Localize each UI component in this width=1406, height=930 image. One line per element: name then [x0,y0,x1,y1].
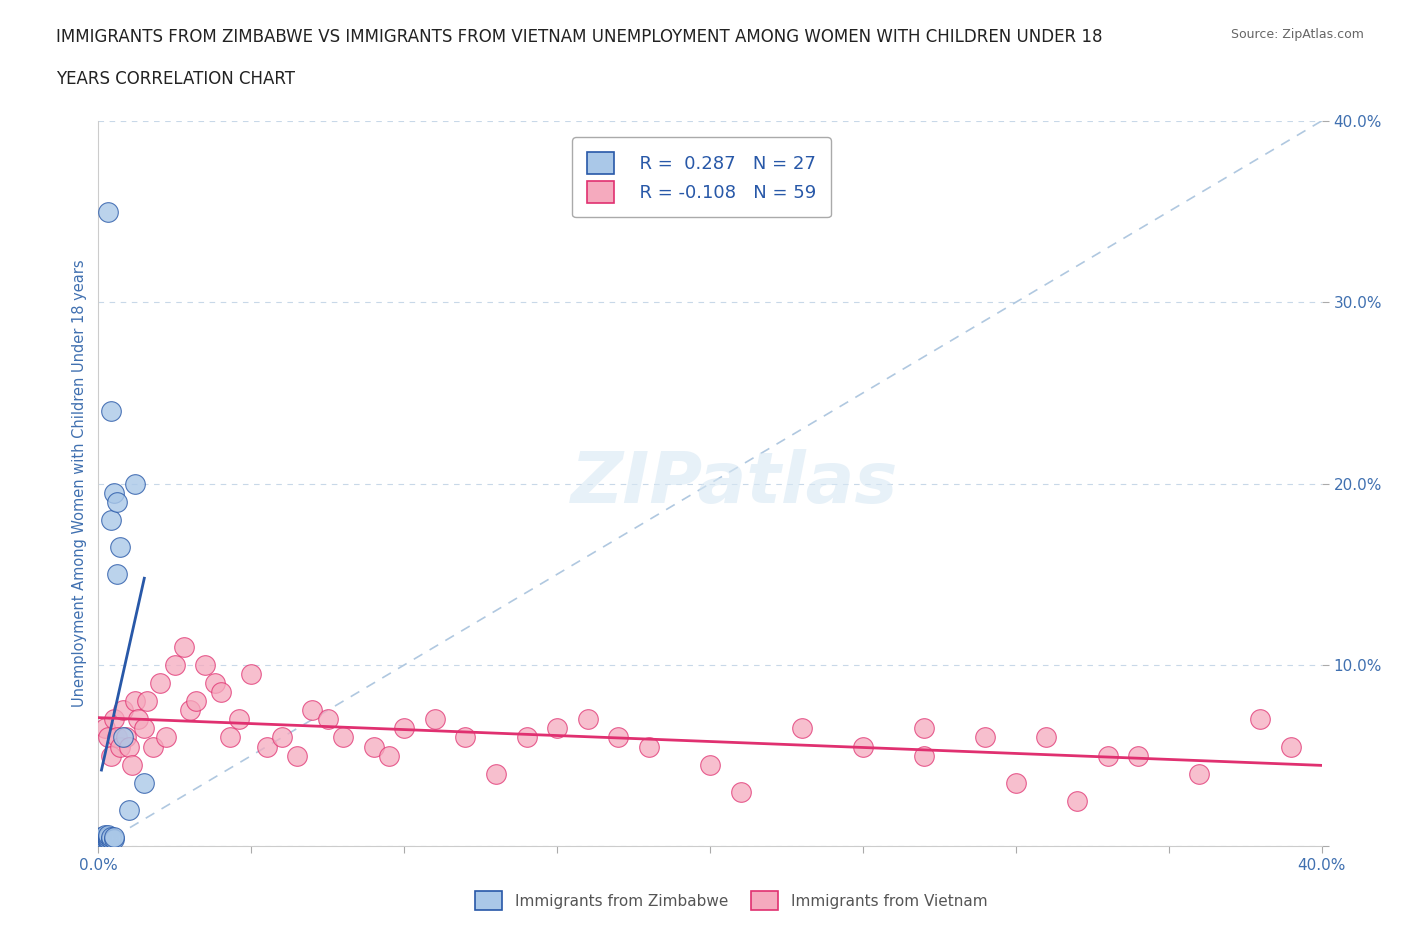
Point [121,757,143,772]
Point [209,684,232,699]
Point [423,712,446,727]
Point [912,721,935,736]
Point [118,803,141,817]
Point [93,830,115,844]
Point [179,703,201,718]
Legend:   R =  0.287   N = 27,   R = -0.108   N = 59: R = 0.287 N = 27, R = -0.108 N = 59 [572,138,831,218]
Point [97,831,120,846]
Point [103,485,125,500]
Point [1035,730,1057,745]
Point [285,748,308,763]
Point [485,766,508,781]
Point [90,831,112,846]
Point [100,830,122,844]
Point [149,675,172,690]
Point [136,694,159,709]
Point [115,730,138,745]
Point [240,667,263,682]
Point [100,831,122,846]
Point [111,703,134,718]
Point [301,703,323,718]
Point [105,567,128,582]
Point [93,833,115,848]
Point [852,739,875,754]
Point [134,721,156,736]
Point [173,640,195,655]
Point [90,830,112,844]
Point [103,712,125,727]
Point [204,675,226,690]
Point [93,828,115,843]
Point [637,739,661,754]
Point [1249,712,1271,727]
Point [97,828,120,843]
Text: Source: ZipAtlas.com: Source: ZipAtlas.com [1230,28,1364,41]
Point [228,712,250,727]
Point [93,831,115,846]
Text: YEARS CORRELATION CHART: YEARS CORRELATION CHART [56,70,295,87]
Legend: Immigrants from Zimbabwe, Immigrants from Vietnam: Immigrants from Zimbabwe, Immigrants fro… [467,884,995,918]
Point [576,712,599,727]
Point [1128,748,1150,763]
Point [103,831,125,846]
Point [108,539,131,554]
Point [730,785,752,800]
Point [100,404,122,418]
Point [90,835,112,850]
Point [93,721,115,736]
Point [142,739,165,754]
Point [111,730,134,745]
Point [270,730,292,745]
Point [392,721,416,736]
Point [256,739,278,754]
Point [155,730,177,745]
Text: ZIPatlas: ZIPatlas [571,449,898,518]
Point [108,739,131,754]
Point [118,739,141,754]
Point [974,730,997,745]
Point [332,730,354,745]
Point [1004,776,1026,790]
Text: IMMIGRANTS FROM ZIMBABWE VS IMMIGRANTS FROM VIETNAM UNEMPLOYMENT AMONG WOMEN WIT: IMMIGRANTS FROM ZIMBABWE VS IMMIGRANTS F… [56,28,1102,46]
Point [105,730,128,745]
Y-axis label: Unemployment Among Women with Children Under 18 years: Unemployment Among Women with Children U… [72,259,87,708]
Point [103,830,125,844]
Point [134,776,156,790]
Point [912,748,935,763]
Point [1066,793,1088,808]
Point [97,830,120,844]
Point [90,833,112,848]
Point [454,730,477,745]
Point [546,721,568,736]
Point [100,512,122,527]
Point [97,833,120,848]
Point [97,730,120,745]
Point [316,712,339,727]
Point [790,721,813,736]
Point [1279,739,1302,754]
Point [194,658,217,672]
Point [363,739,385,754]
Point [1097,748,1119,763]
Point [1188,766,1211,781]
Point [607,730,630,745]
Point [163,658,186,672]
Point [124,476,146,491]
Point [699,757,721,772]
Point [100,748,122,763]
Point [97,205,120,219]
Point [219,730,242,745]
Point [105,495,128,510]
Point [186,694,208,709]
Point [516,730,538,745]
Point [127,712,149,727]
Point [124,694,146,709]
Point [378,748,401,763]
